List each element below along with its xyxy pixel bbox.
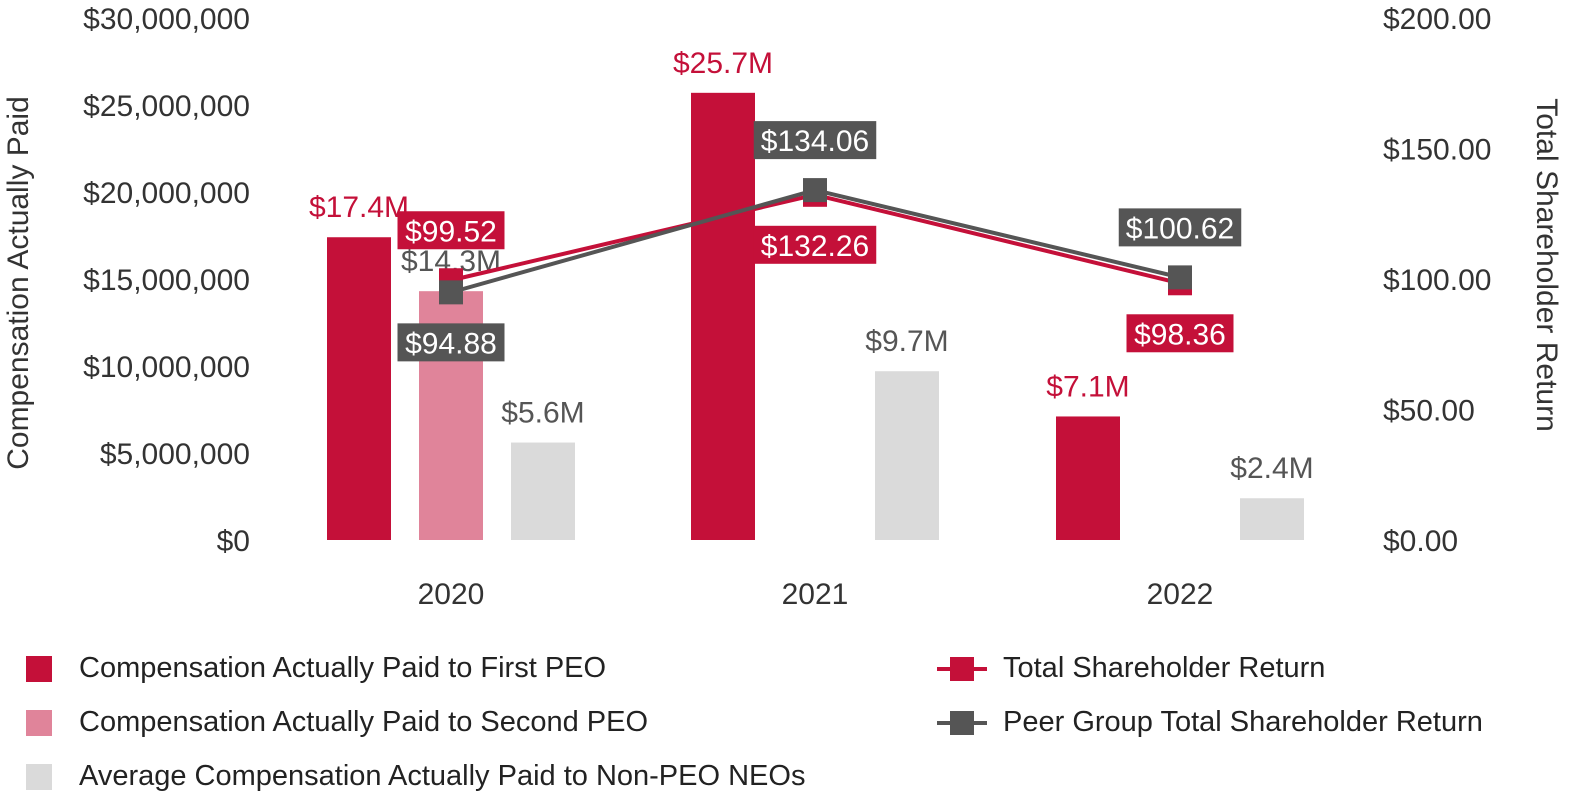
- legend-item-tsr: Total Shareholder Return: [937, 652, 1325, 685]
- line-label-box: [1118, 208, 1242, 247]
- right-tick-label: $0.00: [1383, 525, 1458, 558]
- line-label: $99.52: [405, 215, 497, 248]
- legend-label-first-peo: Compensation Actually Paid to First PEO: [79, 652, 607, 684]
- left-tick-label: $10,000,000: [83, 351, 250, 384]
- left-tick-label: $20,000,000: [83, 177, 250, 210]
- series-marker: [1168, 265, 1192, 290]
- bar-label: $9.7M: [865, 325, 948, 358]
- right-tick-label: $200.00: [1383, 3, 1491, 36]
- bar-label: $7.1M: [1046, 370, 1129, 403]
- line-label: $98.36: [1134, 318, 1226, 351]
- bar: [1056, 416, 1120, 540]
- legend-item-non-peo: Average Compensation Actually Paid to No…: [26, 760, 805, 793]
- legend-item-first-peo: Compensation Actually Paid to First PEO: [26, 652, 606, 685]
- bar-label: $2.4M: [1230, 452, 1313, 485]
- bar-label: $5.6M: [501, 397, 584, 430]
- legend-label-second-peo: Compensation Actually Paid to Second PEO: [79, 706, 649, 738]
- bar-label: $17.4M: [309, 191, 409, 224]
- category-label: 2022: [1147, 578, 1214, 611]
- right-axis-title: Total Shareholder Return: [1530, 98, 1563, 432]
- legend-swatch-second-peo: [26, 709, 52, 736]
- legend-item-peer-tsr: Peer Group Total Shareholder Return: [937, 706, 1483, 739]
- series-marker: [803, 178, 827, 203]
- line-label-box: [397, 211, 505, 250]
- right-axis-ticks: $0.00 $50.00 $100.00 $150.00 $200.00: [1383, 3, 1491, 558]
- line-label: $94.88: [405, 327, 497, 360]
- category-label: 2020: [418, 578, 485, 611]
- line-label: $134.06: [761, 125, 869, 158]
- bar-label: $25.7M: [673, 47, 773, 80]
- bar-labels: $17.4M$25.7M$7.1M$14.3M$5.6M$9.7M$2.4M: [309, 47, 1314, 485]
- line-label-box: [753, 121, 877, 160]
- legend-label-peer-tsr: Peer Group Total Shareholder Return: [1003, 706, 1483, 738]
- left-tick-label: $0: [217, 525, 250, 558]
- line-label: $100.62: [1126, 212, 1234, 245]
- lines: [439, 178, 1192, 305]
- left-axis-ticks: $0 $5,000,000 $10,000,000 $15,000,000 $20,00…: [83, 3, 250, 558]
- legend-swatch-peer-tsr: [937, 710, 987, 736]
- category-labels: 2020 2021 2022: [418, 578, 1214, 611]
- legend-label-tsr: Total Shareholder Return: [1003, 652, 1326, 684]
- legend-item-second-peo: Compensation Actually Paid to Second PEO: [26, 706, 648, 739]
- left-tick-label: $30,000,000: [83, 3, 250, 36]
- line-label-box: [1126, 314, 1234, 353]
- line-label-box: [397, 323, 505, 362]
- bar: [327, 237, 391, 541]
- right-tick-label: $150.00: [1383, 134, 1491, 167]
- legend-swatch-tsr: [937, 656, 987, 682]
- series-marker: [439, 280, 463, 305]
- legend-label-non-peo: Average Compensation Actually Paid to No…: [79, 760, 806, 792]
- line-labels: $99.52 $132.26 $98.36 $94.88 $134.06 $100.62: [397, 121, 1242, 362]
- chart: $0 $5,000,000 $10,000,000 $15,000,000 $20,00…: [2, 3, 1563, 611]
- bar: [1240, 498, 1304, 540]
- line-label: $132.26: [761, 230, 869, 263]
- bar: [511, 442, 575, 540]
- line-label-box: [753, 225, 877, 264]
- left-tick-label: $25,000,000: [83, 90, 250, 123]
- legend-swatch-non-peo: [26, 763, 52, 790]
- bar: [691, 92, 755, 540]
- legend-swatch-first-peo: [26, 655, 52, 682]
- left-axis-title: Compensation Actually Paid: [2, 96, 35, 470]
- right-tick-label: $50.00: [1383, 395, 1475, 428]
- category-label: 2021: [782, 578, 849, 611]
- left-tick-label: $15,000,000: [83, 264, 250, 297]
- left-tick-label: $5,000,000: [100, 438, 250, 471]
- right-tick-label: $100.00: [1383, 264, 1491, 297]
- bar: [875, 371, 939, 540]
